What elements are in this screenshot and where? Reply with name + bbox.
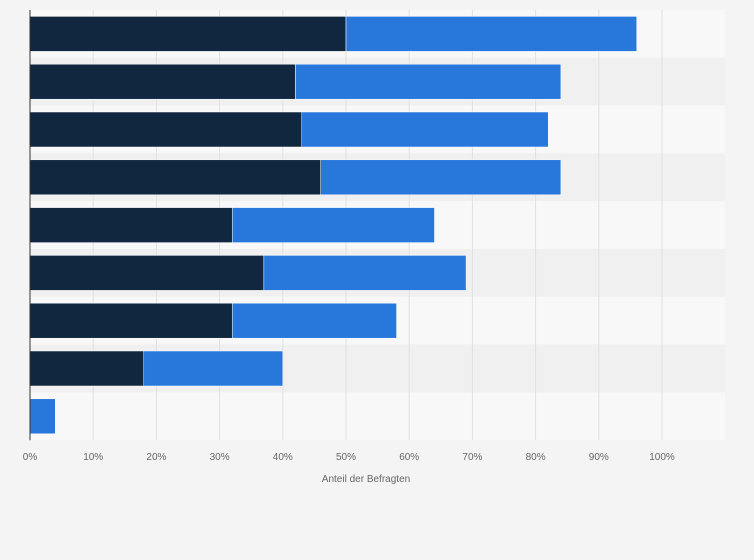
bars: [29, 16, 637, 435]
bar-segment[interactable]: [29, 159, 321, 196]
bar-segment[interactable]: [295, 63, 562, 100]
x-tick-label: 40%: [273, 452, 293, 463]
x-tick-label: 20%: [146, 452, 166, 463]
bar-segment[interactable]: [29, 111, 303, 148]
x-tick-label: 60%: [399, 452, 419, 463]
bar-segment[interactable]: [29, 16, 347, 52]
bar-segment[interactable]: [345, 16, 637, 52]
bar-segment[interactable]: [231, 207, 435, 243]
x-tick-label: 0%: [23, 452, 38, 463]
bar-segment[interactable]: [263, 255, 467, 291]
x-tick-label: 80%: [526, 452, 546, 463]
bar-segment[interactable]: [231, 302, 397, 339]
row-band: [30, 392, 726, 441]
x-tick-label: 100%: [649, 452, 675, 463]
x-tick-label: 90%: [589, 452, 609, 463]
x-tick-label: 70%: [462, 452, 482, 463]
x-axis-title: Anteil der Befragten: [322, 474, 410, 485]
bar-segment[interactable]: [143, 350, 284, 387]
bar-segment[interactable]: [29, 207, 233, 243]
bar-segment[interactable]: [29, 63, 296, 100]
x-tick-labels: 0% 10% 20% 30% 40% 50% 60% 70% 80% 90% 100%: [23, 452, 675, 463]
bar-segment[interactable]: [320, 159, 562, 196]
bar-segment[interactable]: [29, 350, 145, 387]
bar-segment[interactable]: [301, 111, 549, 148]
bar-segment[interactable]: [29, 398, 56, 435]
bar-segment[interactable]: [29, 255, 265, 291]
bar-segment[interactable]: [29, 302, 233, 339]
x-tick-label: 50%: [336, 452, 356, 463]
x-tick-label: 10%: [83, 452, 103, 463]
x-tick-label: 30%: [210, 452, 230, 463]
